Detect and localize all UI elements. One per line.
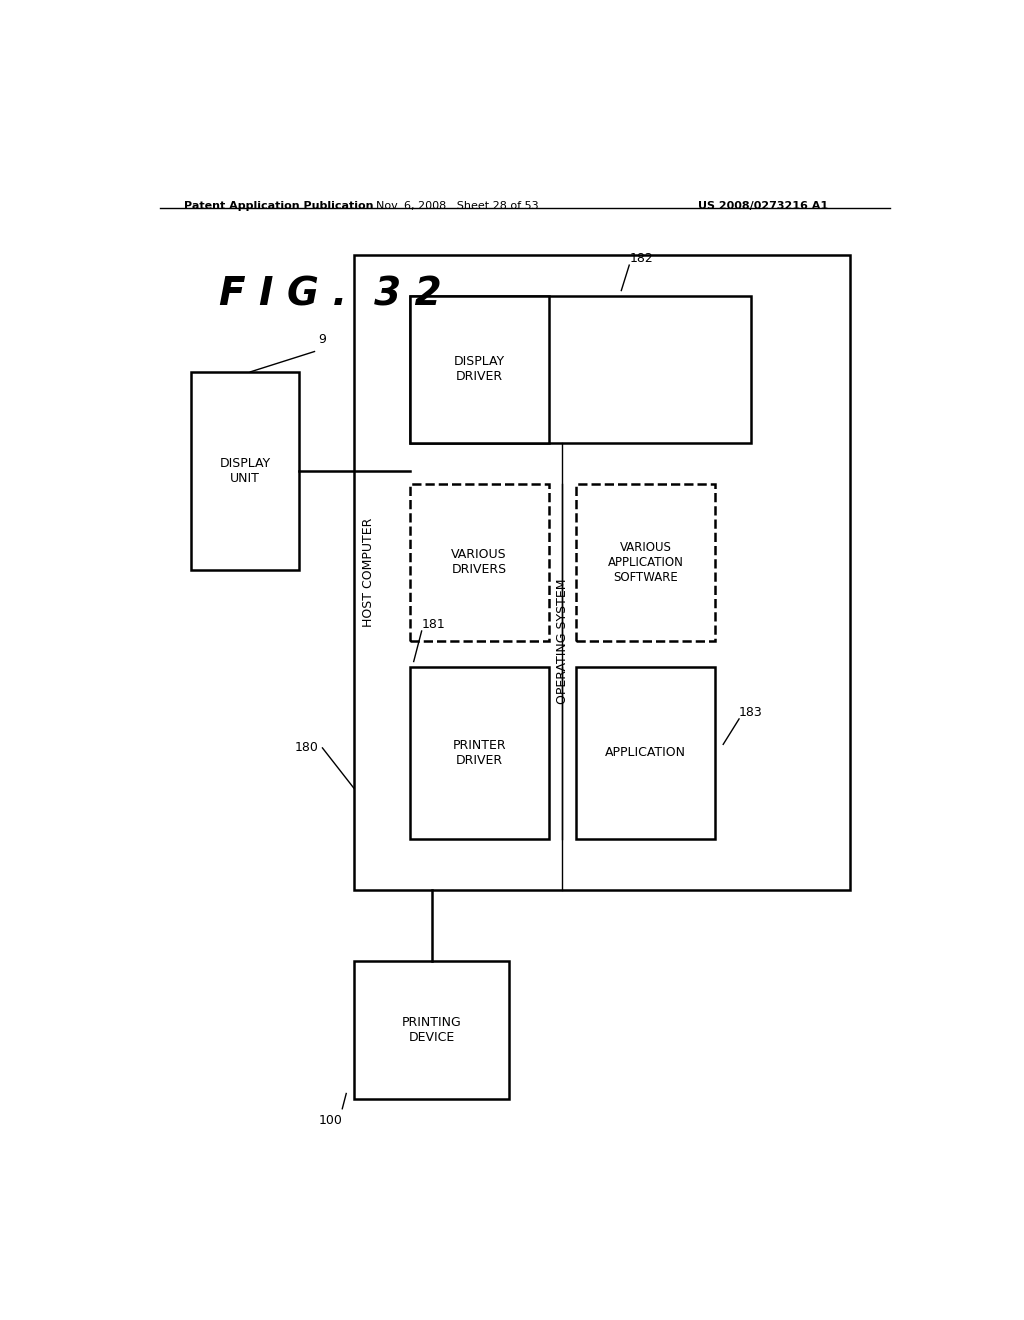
Bar [354,961,509,1098]
Text: 181: 181 [422,618,445,631]
Bar [577,483,716,642]
Text: DISPLAY
UNIT: DISPLAY UNIT [219,457,270,484]
Text: 183: 183 [739,706,763,719]
Text: DISPLAY
DRIVER: DISPLAY DRIVER [454,355,505,383]
Text: US 2008/0273216 A1: US 2008/0273216 A1 [697,201,828,211]
Text: F I G .  3 2: F I G . 3 2 [219,276,442,313]
Text: VARIOUS
APPLICATION
SOFTWARE: VARIOUS APPLICATION SOFTWARE [608,541,684,583]
Text: PRINTING
DEVICE: PRINTING DEVICE [401,1016,462,1044]
Text: PRINTER
DRIVER: PRINTER DRIVER [453,739,506,767]
Bar [410,296,751,444]
Text: Nov. 6, 2008   Sheet 28 of 53: Nov. 6, 2008 Sheet 28 of 53 [376,201,539,211]
Text: OPERATING SYSTEM: OPERATING SYSTEM [556,578,569,704]
Text: Patent Application Publication: Patent Application Publication [183,201,373,211]
Bar [191,372,299,570]
Text: 9: 9 [318,334,327,346]
Text: 182: 182 [629,252,653,265]
Text: 180: 180 [295,742,318,755]
Bar [410,483,549,642]
Text: APPLICATION: APPLICATION [605,747,686,759]
Bar [354,255,850,890]
Bar [577,667,716,840]
Text: 100: 100 [318,1114,342,1127]
Bar [410,296,549,444]
Text: HOST COMPUTER: HOST COMPUTER [361,517,375,627]
Text: VARIOUS
DRIVERS: VARIOUS DRIVERS [452,548,507,577]
Bar [410,667,549,840]
